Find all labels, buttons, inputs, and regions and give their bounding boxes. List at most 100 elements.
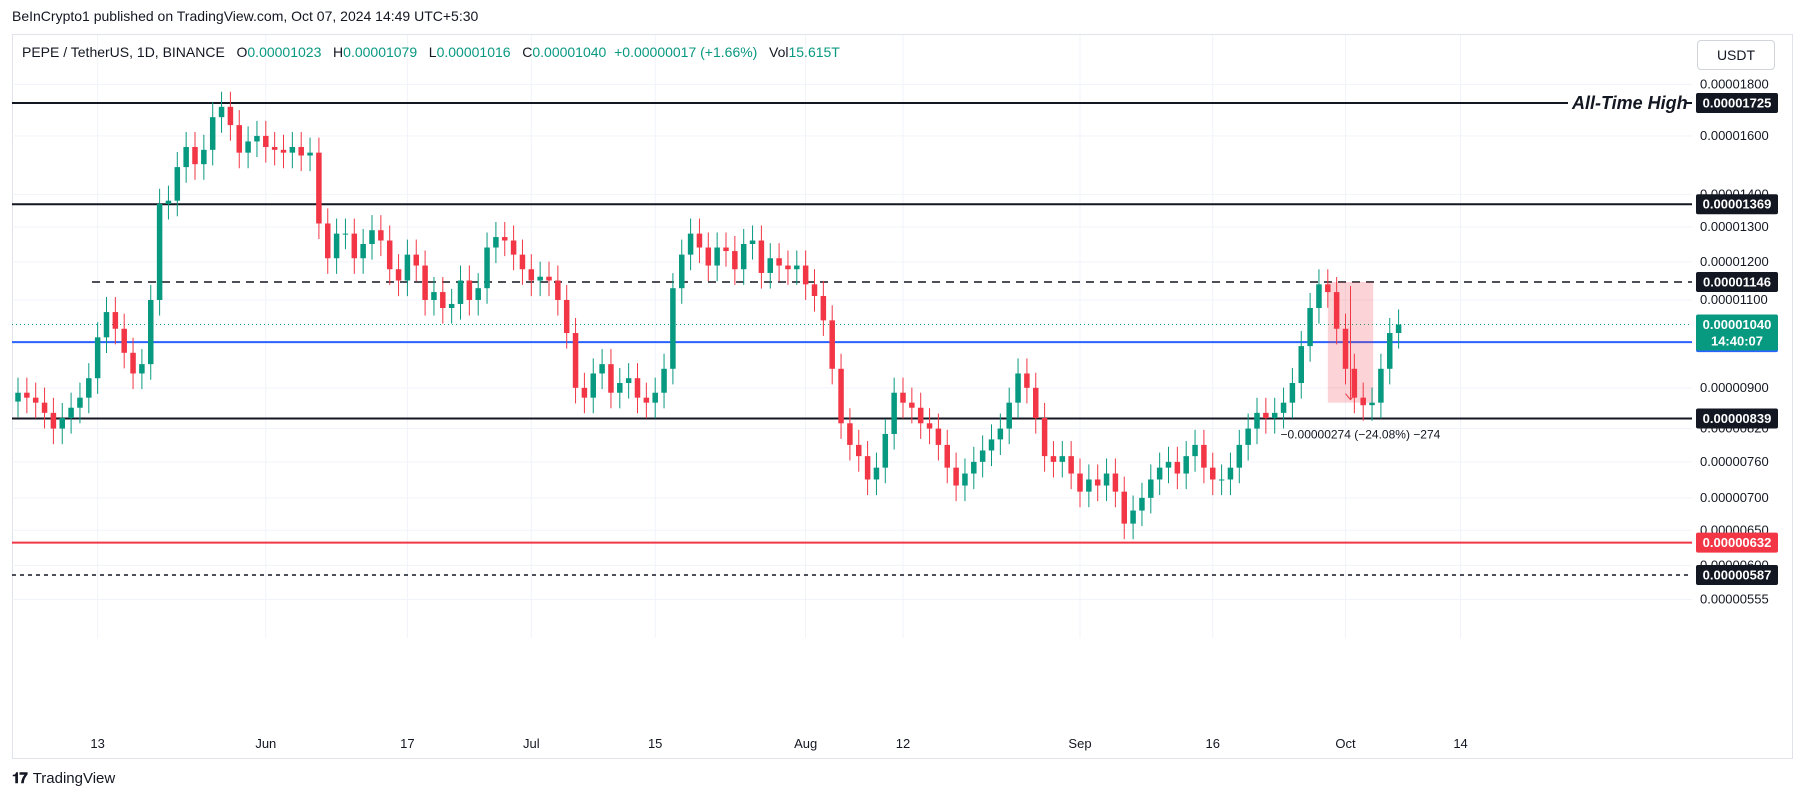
volume-label: Vol	[769, 44, 789, 60]
levels-layer	[12, 101, 1692, 576]
y-tick-label: 0.00000555	[1700, 591, 1769, 606]
candle-body	[201, 149, 207, 165]
candle-body	[953, 467, 959, 486]
level-price-label: 0.00001146	[1703, 275, 1771, 290]
candle-body	[581, 387, 588, 398]
candle-body	[1271, 412, 1278, 419]
candle-body	[749, 240, 756, 245]
candle-body	[50, 412, 57, 429]
candle-body	[342, 233, 349, 235]
candle-body	[271, 147, 278, 150]
candle-body	[1112, 473, 1119, 492]
candle-body	[41, 402, 48, 413]
candle-body	[1174, 461, 1181, 474]
candle-body	[519, 254, 526, 270]
candle-body	[1236, 444, 1243, 468]
candle-body	[165, 200, 172, 204]
candle-body	[705, 247, 712, 266]
candle-body	[856, 444, 862, 457]
candle-body	[696, 233, 703, 248]
candle-body	[484, 247, 490, 289]
measure-layer: −0.00000274 (−24.08%) −274	[1281, 282, 1441, 442]
y-tick-label: 0.00001300	[1700, 219, 1769, 234]
x-tick-label: 13	[90, 736, 104, 751]
candle-body	[1006, 402, 1012, 429]
footer: 𝟏𝟕 TradingView	[12, 770, 115, 787]
candle-body	[811, 284, 818, 297]
candle-body	[24, 392, 30, 398]
candle-body	[732, 251, 738, 270]
level-price-label: 0.00001725	[1703, 95, 1772, 110]
x-tick-label: Oct	[1335, 736, 1356, 751]
tradingview-logo-icon[interactable]: 𝟏𝟕	[12, 770, 28, 787]
low-label: L	[428, 44, 437, 60]
candle-body	[68, 407, 74, 419]
x-tick-label: 14	[1453, 736, 1467, 751]
candle-body	[944, 444, 950, 468]
candle-body	[909, 402, 915, 408]
candle-body	[1351, 368, 1358, 398]
candle-body	[555, 280, 561, 300]
x-tick-label: Jul	[523, 736, 540, 751]
candle-body	[1325, 284, 1331, 293]
measure-label: −0.00000274 (−24.08%) −274	[1281, 428, 1441, 442]
tradingview-brand[interactable]: TradingView	[32, 770, 116, 787]
currency-button[interactable]: USDT	[1697, 40, 1775, 70]
candle-body	[475, 288, 481, 300]
candle-body	[192, 147, 198, 165]
candle-body	[510, 240, 517, 255]
level-price-label-bg	[1696, 92, 1778, 113]
candle-body	[1342, 328, 1349, 369]
candle-body	[316, 152, 322, 224]
candle-body	[493, 237, 499, 248]
candle-body	[714, 247, 720, 266]
candle-body	[794, 265, 800, 270]
candle-body	[448, 303, 455, 309]
candle-body	[767, 258, 773, 273]
candle-body	[572, 333, 579, 388]
level-price-label: 0.00000587	[1703, 567, 1772, 582]
candle-body	[1033, 387, 1039, 419]
candle-body	[997, 428, 1004, 440]
x-tick-label: 16	[1206, 736, 1220, 751]
candle-body	[1015, 373, 1021, 403]
candle-body	[1360, 397, 1366, 406]
candle-body	[776, 258, 782, 266]
candle-body	[280, 149, 287, 153]
candle-body	[1086, 479, 1092, 492]
candle-body	[325, 223, 331, 259]
candle-body	[785, 265, 791, 270]
candle-body	[1094, 479, 1101, 486]
level-price-label-bg	[1696, 532, 1778, 553]
candle-body	[1121, 491, 1127, 524]
candle-body	[378, 230, 384, 241]
volume-value: 15.615T	[788, 44, 840, 60]
y-tick-label: 0.00001100	[1700, 292, 1768, 307]
candle-body	[979, 450, 986, 462]
chart-frame	[12, 34, 1793, 759]
candle-body	[679, 254, 685, 289]
candle-body	[395, 269, 402, 281]
high-label: H	[333, 44, 344, 60]
candle-body	[537, 276, 543, 281]
close-value: 0.00001040	[532, 44, 607, 60]
candle-body	[820, 296, 827, 321]
candle-body	[1387, 333, 1393, 369]
candle-body	[15, 392, 21, 402]
candle-body	[847, 423, 853, 445]
level-price-label: 0.00000632	[1703, 535, 1772, 550]
candle-body	[670, 288, 676, 369]
candle-body	[988, 439, 995, 451]
grid-layer	[12, 35, 1692, 638]
candle-body	[758, 240, 765, 273]
candle-body	[882, 433, 889, 468]
level-price-label-bg	[1696, 272, 1778, 293]
open-label: O	[236, 44, 248, 60]
candle-body	[926, 423, 933, 429]
candle-body	[245, 141, 251, 153]
candle-body	[723, 247, 729, 252]
candle-body	[935, 428, 942, 445]
symbol-label[interactable]: PEPE / TetherUS, 1D, BINANCE	[22, 44, 225, 60]
ath-annotation-bg	[1568, 90, 1686, 115]
